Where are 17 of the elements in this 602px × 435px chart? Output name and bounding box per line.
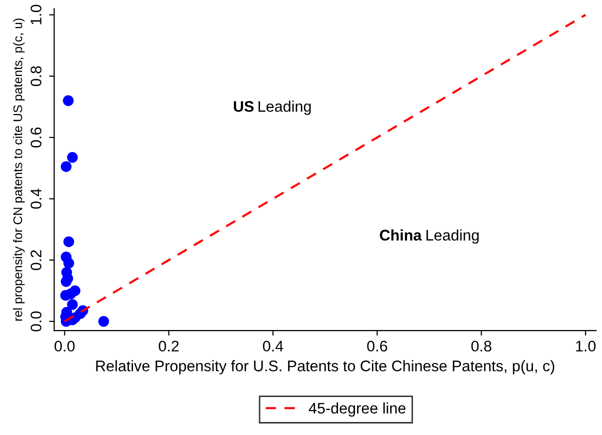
y-tick-label: 0.4 (30, 188, 42, 209)
x-tick-label: 1.0 (576, 340, 596, 352)
y-tick-label: 0.0 (30, 311, 42, 332)
x-tick-label: 0.2 (158, 340, 179, 352)
legend-label: 45-degree line (308, 402, 406, 417)
y-axis-title: rel propensity for CN patents to cite US patents, p(c, u) (13, 18, 25, 321)
annotation: China Leading (380, 229, 479, 244)
y-tick-label: 0.2 (30, 250, 42, 270)
x-axis-title: Relative Propensity for U.S. Patents to Cite Chinese Patents, p(u, c) (96, 360, 554, 374)
x-tick-label: 0.8 (471, 340, 492, 352)
x-tick-label: 0.4 (262, 340, 284, 352)
y-tick-label: 0.8 (30, 66, 42, 86)
x-tick-label: 0.6 (367, 340, 388, 352)
annotation: US Leading (234, 100, 311, 115)
y-tick-label: 0.6 (30, 128, 42, 148)
y-tick-label: 1.0 (30, 4, 42, 24)
x-tick-label: 0.0 (54, 340, 75, 352)
